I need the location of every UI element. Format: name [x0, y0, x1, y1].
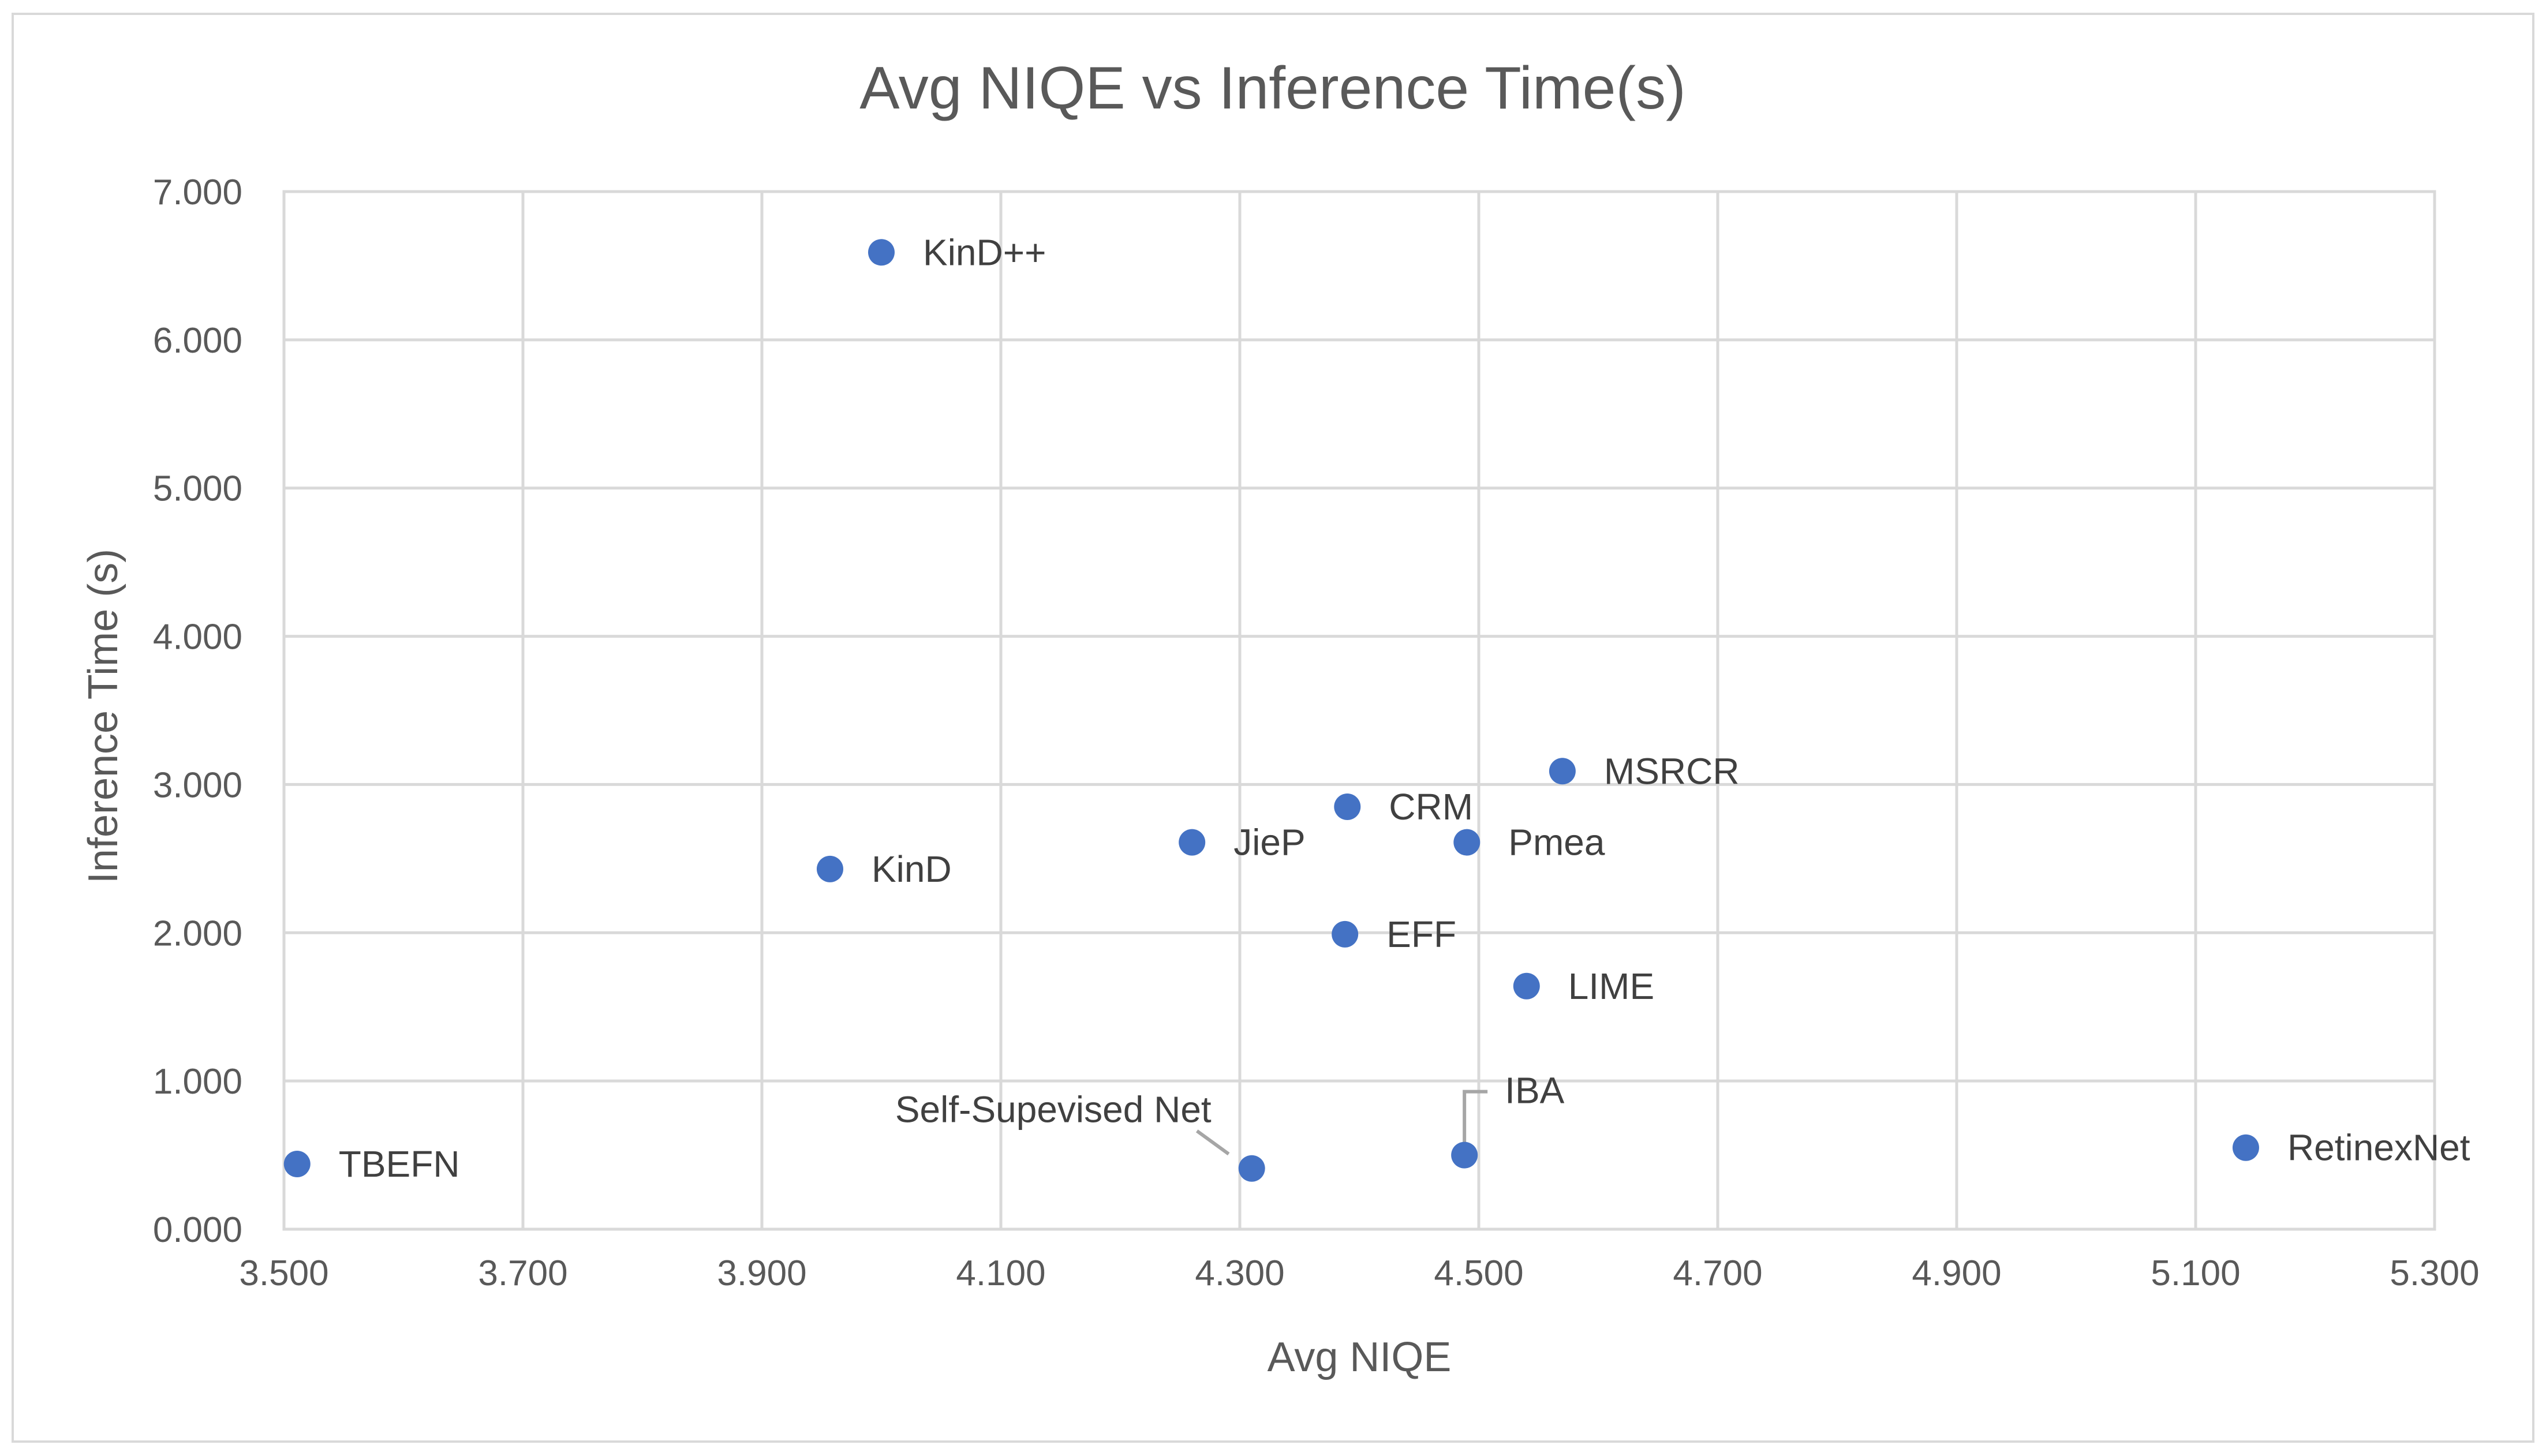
data-label-eff: EFF	[1386, 914, 1456, 955]
data-point-self-supevised-net	[1238, 1155, 1265, 1182]
data-label-tbefn: TBEFN	[339, 1143, 460, 1185]
data-point-crm	[1334, 793, 1361, 820]
data-point-kind	[868, 239, 895, 266]
y-tick-label: 4.000	[153, 617, 242, 657]
x-tick-label: 5.300	[2390, 1253, 2479, 1293]
data-points	[283, 239, 2259, 1182]
y-tick-label: 5.000	[153, 469, 242, 509]
y-tick-label: 0.000	[153, 1210, 242, 1250]
data-labels: KinD++ MSRCR CRM JieP Pmea KinD EFF LIME IBA Self…	[339, 231, 2470, 1185]
x-tick-label: 4.900	[1912, 1253, 2001, 1293]
x-tick-label: 4.100	[956, 1253, 1045, 1293]
data-label-iba: IBA	[1505, 1070, 1564, 1111]
y-tick-label: 1.000	[153, 1062, 242, 1102]
chart-title: Avg NIQE vs Inference Time(s)	[859, 55, 1685, 122]
data-label-crm: CRM	[1389, 786, 1473, 828]
x-tick-label: 4.700	[1673, 1253, 1762, 1293]
x-tick-label: 3.700	[478, 1253, 567, 1293]
x-axis-title: Avg NIQE	[1268, 1334, 1452, 1380]
leader-lines	[1195, 1090, 1488, 1156]
leader-line	[1463, 1090, 1488, 1144]
data-label-jiep: JieP	[1233, 822, 1306, 863]
x-tick-label: 3.900	[717, 1253, 806, 1293]
y-tick-label: 6.000	[153, 321, 242, 361]
data-label-lime: LIME	[1568, 965, 1654, 1007]
y-axis-title: Inference Time (s)	[80, 549, 126, 884]
data-point-iba	[1451, 1141, 1478, 1169]
y-tick-label: 3.000	[153, 765, 242, 805]
x-tick-label: 5.100	[2151, 1253, 2240, 1293]
gridlines	[282, 190, 2436, 1231]
data-point-msrcr	[1549, 758, 1576, 785]
x-tick-label: 4.300	[1195, 1253, 1284, 1293]
data-label-retinexnet: RetinexNet	[2287, 1127, 2470, 1169]
y-tick-label: 2.000	[153, 914, 242, 953]
data-label-kind: KinD++	[923, 231, 1046, 273]
leader-line	[1195, 1129, 1230, 1156]
chart-frame	[12, 13, 2534, 1443]
data-label-kind: KinD	[872, 848, 952, 890]
data-point-retinexnet	[2232, 1134, 2259, 1161]
data-point-pmea	[1453, 829, 1481, 856]
data-point-eff	[1332, 920, 1359, 948]
data-point-kind	[816, 855, 843, 882]
data-point-jiep	[1179, 829, 1206, 856]
data-label-self-supevised-net: Self-Supevised Net	[895, 1089, 1212, 1131]
x-tick-label: 3.500	[239, 1253, 328, 1293]
axes: 3.500 3.700 3.900 4.100 4.300 4.500 4.700 4.900…	[153, 173, 2480, 1293]
data-point-tbefn	[283, 1150, 311, 1177]
plot-area-border	[282, 190, 2436, 1231]
x-tick-label: 4.500	[1434, 1253, 1523, 1293]
data-label-pmea: Pmea	[1508, 822, 1605, 863]
data-point-lime	[1513, 972, 1540, 1000]
data-label-msrcr: MSRCR	[1604, 750, 1740, 792]
y-tick-label: 7.000	[153, 173, 242, 212]
